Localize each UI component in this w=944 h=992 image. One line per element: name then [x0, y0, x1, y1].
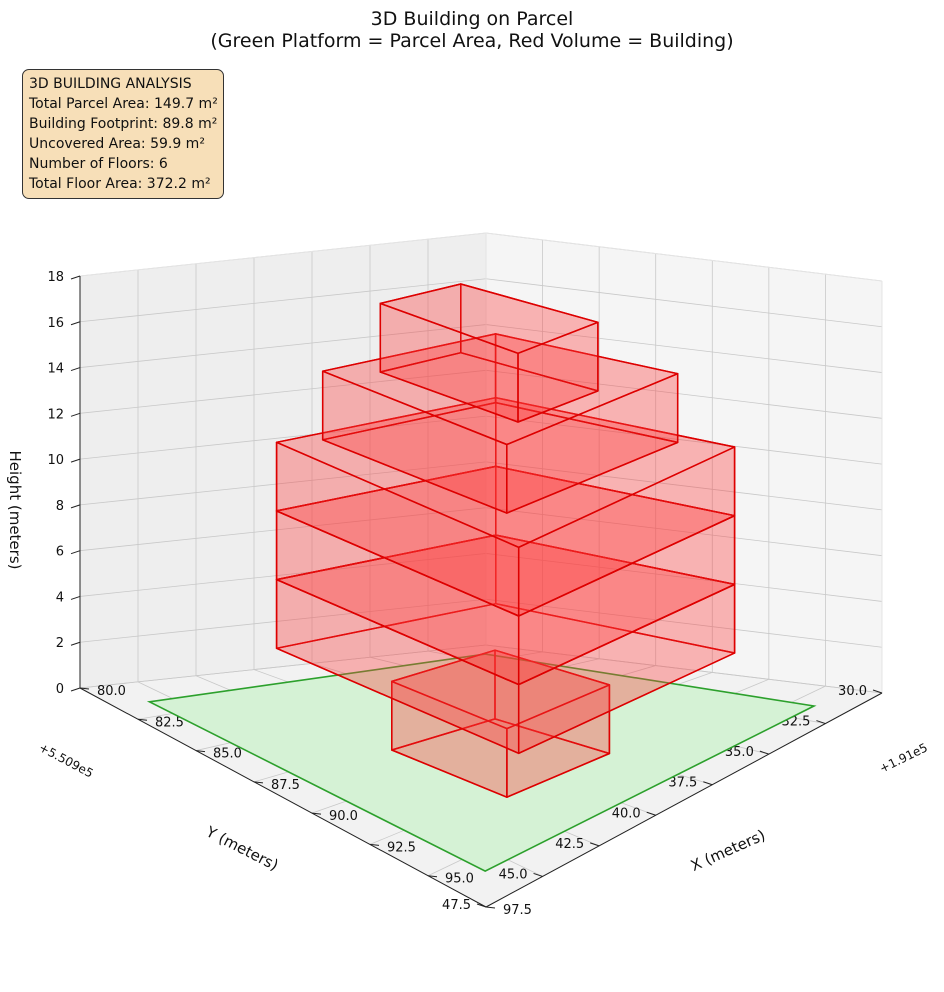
z-tick	[70, 687, 81, 692]
pane-edge	[79, 232, 487, 277]
y-tick-label: 42.5	[555, 837, 584, 852]
z-tick-label: 8	[56, 499, 64, 514]
info-line-footprint: Building Footprint: 89.8 m²	[29, 116, 218, 132]
z-tick	[70, 367, 81, 372]
parcel-platform	[146, 653, 817, 872]
grid-line-z-right	[485, 598, 883, 648]
y-axis-line	[485, 692, 883, 908]
grid-line-z-left	[79, 278, 487, 323]
z-axis-label: Height (meters)	[6, 451, 24, 570]
y-tick	[816, 720, 826, 725]
building-floor-face	[391, 649, 611, 730]
z-tick	[70, 275, 81, 280]
y-tick	[476, 903, 487, 908]
info-line-uncovered: Uncovered Area: 59.9 m²	[29, 136, 205, 152]
y-tick-label: 37.5	[668, 776, 697, 791]
x-tick	[369, 843, 380, 846]
x-tick-label: 82.5	[155, 715, 184, 730]
y-tick-label: 30.0	[838, 684, 867, 699]
chart-title-line-2: (Green Platform = Parcel Area, Red Volum…	[210, 30, 734, 52]
y-tick-label: 47.5	[442, 898, 471, 913]
grid-line-z-left	[79, 553, 487, 597]
pane-right	[486, 233, 882, 693]
z-tick	[70, 412, 81, 417]
grid-line-z-left	[79, 507, 487, 552]
y-tick	[872, 689, 883, 694]
x-tick	[195, 750, 206, 753]
grid-line-z-left	[79, 369, 487, 414]
x-axis-line	[79, 687, 487, 908]
x-tick	[253, 781, 264, 784]
x-tick-label: 85.0	[213, 747, 242, 762]
building-floor-face	[275, 396, 736, 549]
chart-title-line-1: 3D Building on Parcel	[370, 8, 574, 30]
x-tick	[485, 906, 496, 909]
x-tick-label: 80.0	[97, 684, 126, 699]
analysis-info-box: 3D BUILDING ANALYSIS Total Parcel Area: …	[22, 69, 224, 199]
x-tick-label: 97.5	[503, 903, 532, 918]
x-tick-label: 95.0	[445, 872, 474, 887]
z-tick	[70, 458, 81, 463]
x-tick-label: 90.0	[329, 809, 358, 824]
pane-edge	[485, 232, 883, 282]
z-tick-label: 18	[47, 270, 64, 285]
z-tick	[70, 595, 81, 600]
z-tick-label: 0	[56, 682, 64, 697]
x-tick	[311, 812, 322, 815]
pane-left	[80, 233, 486, 688]
x-tick	[79, 687, 90, 690]
x-tick	[427, 875, 438, 878]
x-tick	[137, 718, 148, 721]
z-tick-label: 10	[47, 453, 64, 468]
grid-line-z-right	[485, 553, 883, 602]
grid-line-z-left	[79, 598, 487, 643]
z-tick-label: 14	[47, 362, 64, 377]
building-floor-face	[379, 283, 599, 355]
y-tick-label: 35.0	[725, 745, 754, 760]
y-tick	[759, 750, 770, 755]
building-floor-4	[275, 396, 736, 617]
y-tick	[533, 872, 543, 877]
y-tick-label: 40.0	[612, 806, 641, 821]
z-tick	[70, 321, 81, 326]
building-floor-6	[379, 283, 599, 423]
z-tick-label: 16	[47, 316, 64, 331]
z-tick-label: 12	[47, 407, 64, 422]
y-tick	[703, 781, 713, 786]
info-heading: 3D BUILDING ANALYSIS	[29, 76, 192, 92]
grid-line-z-left	[79, 415, 487, 460]
grid-line-z-right	[485, 507, 883, 557]
grid-line-z-right	[485, 461, 883, 511]
grid-line-z-left	[79, 324, 487, 368]
info-line-parcel-area: Total Parcel Area: 149.7 m²	[29, 96, 218, 112]
grid-line-z-right	[485, 278, 883, 328]
info-line-floor-area: Total Floor Area: 372.2 m²	[29, 176, 211, 192]
x-offset-label: +1.91e5	[877, 740, 930, 775]
z-tick	[70, 550, 81, 555]
grid-line-z-left	[79, 644, 487, 689]
x-axis-label: X (meters)	[688, 826, 768, 875]
y-tick	[589, 842, 600, 847]
building-floor-1	[391, 649, 611, 798]
z-tick-label: 6	[56, 545, 64, 560]
chart-title: 3D Building on Parcel (Green Platform = …	[0, 8, 944, 52]
grid-line-z-right	[485, 415, 883, 465]
y-tick-label: 45.0	[499, 867, 528, 882]
grid-line-z-right	[485, 324, 883, 373]
y-tick	[646, 811, 656, 816]
grid-line-z-right	[485, 644, 883, 694]
z-tick-label: 2	[56, 636, 64, 651]
y-offset-label: +5.509e5	[37, 740, 96, 780]
z-tick	[70, 641, 81, 646]
x-tick-label: 87.5	[271, 778, 300, 793]
z-tick-label: 4	[56, 590, 64, 605]
grid-line-z-left	[79, 461, 487, 506]
info-line-floors: Number of Floors: 6	[29, 156, 168, 172]
x-tick-label: 92.5	[387, 840, 416, 855]
z-tick	[70, 504, 81, 509]
y-axis-label: Y (meters)	[202, 822, 281, 874]
